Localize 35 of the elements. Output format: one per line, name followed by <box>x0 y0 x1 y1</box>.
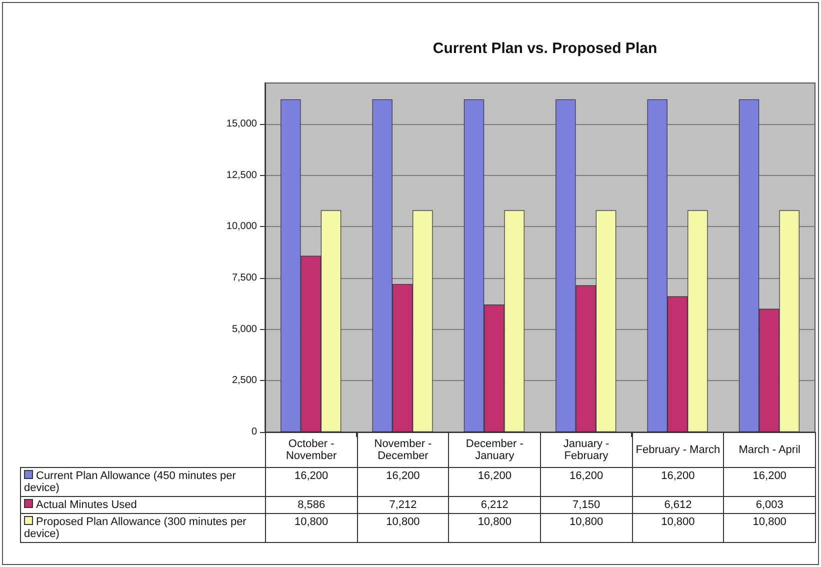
y-tick-label: 2,500 <box>232 375 258 386</box>
y-tick-label: 5,000 <box>232 324 258 335</box>
data-label: 16,200 <box>357 468 449 496</box>
data-label: 10,800 <box>266 514 358 542</box>
data-label: 16,200 <box>448 468 540 496</box>
x-tick-label: October - November <box>266 432 358 468</box>
x-tick-label: December - January <box>448 432 540 468</box>
data-label: 7,150 <box>540 496 632 514</box>
y-tick-label: 12,500 <box>226 170 258 181</box>
y-tick-label: 0 <box>251 426 258 438</box>
y-tick-label: 7,500 <box>232 272 258 284</box>
data-label: 6,612 <box>632 496 724 514</box>
data-label: 10,800 <box>724 514 816 542</box>
data-label: 10,800 <box>540 514 632 542</box>
data-label: 16,200 <box>540 468 632 496</box>
data-label: 10,800 <box>632 514 724 542</box>
legend-label: Actual Minutes Used <box>20 496 266 514</box>
x-tick-label: November - December <box>357 432 449 468</box>
y-tick-label: 15,000 <box>226 118 258 130</box>
data-label: 10,800 <box>357 514 449 542</box>
data-label: 6,003 <box>724 496 816 514</box>
data-label: 10,800 <box>448 514 540 542</box>
data-label: 16,200 <box>724 468 816 496</box>
legend-label: Proposed Plan Allowance (300 minutes per device) <box>20 514 266 542</box>
data-label: 16,200 <box>632 468 724 496</box>
data-label: 6,212 <box>448 496 540 514</box>
y-tick-label: 10,000 <box>226 221 258 232</box>
x-tick-label: January - February <box>540 432 632 468</box>
legend-label: Current Plan Allowance (450 minutes per device) <box>20 468 266 496</box>
data-label: 7,212 <box>357 496 449 514</box>
chart-title: Current Plan vs. Proposed Plan <box>432 40 658 57</box>
data-label: 16,200 <box>266 468 358 496</box>
x-tick-label: February - March <box>632 432 724 468</box>
x-tick-label: March - April <box>724 432 816 468</box>
data-label: 8,586 <box>266 496 358 514</box>
